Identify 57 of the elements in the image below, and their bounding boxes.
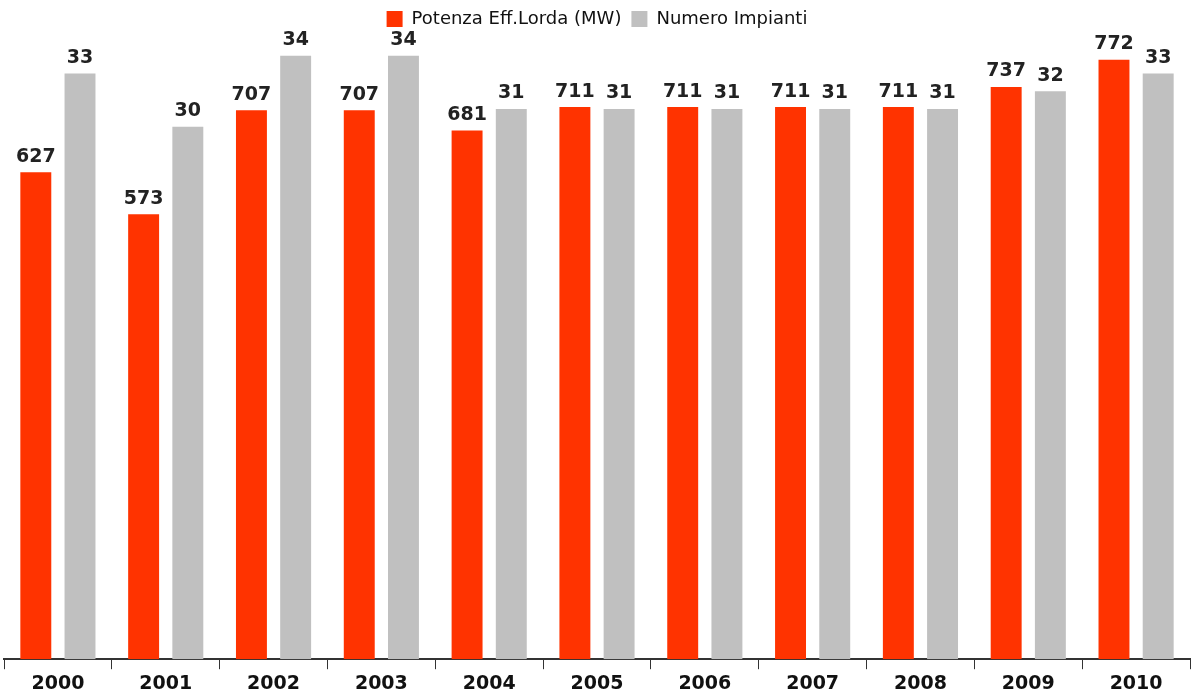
data-label: 31 <box>498 80 525 103</box>
data-label: 772 <box>1094 31 1134 54</box>
legend-label: Numero Impianti <box>656 6 808 28</box>
bar <box>128 214 160 660</box>
x-tick-label: 2006 <box>678 670 732 693</box>
bar <box>1098 59 1130 660</box>
data-label: 627 <box>15 143 56 166</box>
legend-label: Potenza Eff.Lorda (MW) <box>411 6 622 28</box>
data-label: 711 <box>770 78 811 101</box>
x-tick-label: 2008 <box>894 670 947 693</box>
bar <box>990 86 1022 660</box>
bar <box>882 107 914 660</box>
x-tick-label: 2002 <box>247 670 300 693</box>
x-tick-label: 2010 <box>1109 670 1163 693</box>
data-label: 32 <box>1037 62 1064 85</box>
x-tick-label: 2004 <box>462 670 516 693</box>
bar <box>1034 91 1066 660</box>
data-label: 707 <box>339 81 380 104</box>
x-tick-label: 2001 <box>139 670 193 693</box>
bar <box>235 110 267 660</box>
bar <box>451 130 483 660</box>
bar <box>667 107 699 660</box>
data-label: 34 <box>390 27 417 50</box>
bar <box>819 108 851 660</box>
data-label: 34 <box>282 27 309 50</box>
bar <box>559 107 591 660</box>
bar <box>603 108 635 660</box>
bar <box>64 73 96 660</box>
bar <box>387 55 419 660</box>
bar <box>927 108 959 660</box>
bar <box>711 108 743 660</box>
data-label: 681 <box>447 101 487 124</box>
bar <box>775 107 807 660</box>
x-tick-label: 2007 <box>786 670 840 693</box>
data-label: 31 <box>605 80 633 103</box>
data-label: 33 <box>66 44 94 67</box>
bar <box>495 108 527 660</box>
x-tick-label: 2003 <box>354 670 408 693</box>
x-tick-label: 2000 <box>31 670 85 693</box>
bar <box>280 55 312 660</box>
data-label: 711 <box>878 78 919 101</box>
data-label: 33 <box>1144 44 1172 67</box>
data-label: 707 <box>231 81 272 104</box>
x-tick-label: 2005 <box>570 670 624 693</box>
bar <box>172 126 204 660</box>
data-label: 30 <box>174 98 202 121</box>
bar <box>1142 73 1174 660</box>
data-label: 711 <box>662 78 703 101</box>
bar <box>343 110 375 660</box>
data-label: 711 <box>555 78 595 101</box>
data-label: 737 <box>986 58 1027 81</box>
x-tick-label: 2009 <box>1001 670 1055 693</box>
data-label: 31 <box>713 80 741 103</box>
data-label: 573 <box>123 185 164 208</box>
data-label: 31 <box>929 80 956 103</box>
data-label: 31 <box>821 80 848 103</box>
bar <box>20 172 52 660</box>
